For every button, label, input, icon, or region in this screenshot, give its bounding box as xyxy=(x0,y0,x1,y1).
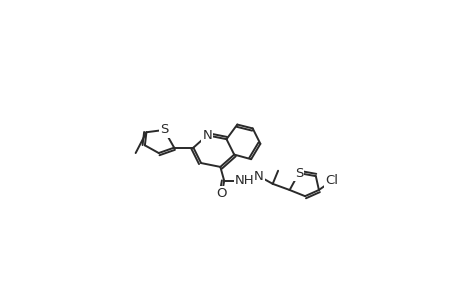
Text: O: O xyxy=(216,187,227,200)
Text: N: N xyxy=(253,169,263,183)
Text: S: S xyxy=(160,123,168,136)
Text: NH: NH xyxy=(235,174,254,187)
Text: N: N xyxy=(202,129,212,142)
Text: Cl: Cl xyxy=(325,174,338,187)
Text: S: S xyxy=(294,167,302,180)
